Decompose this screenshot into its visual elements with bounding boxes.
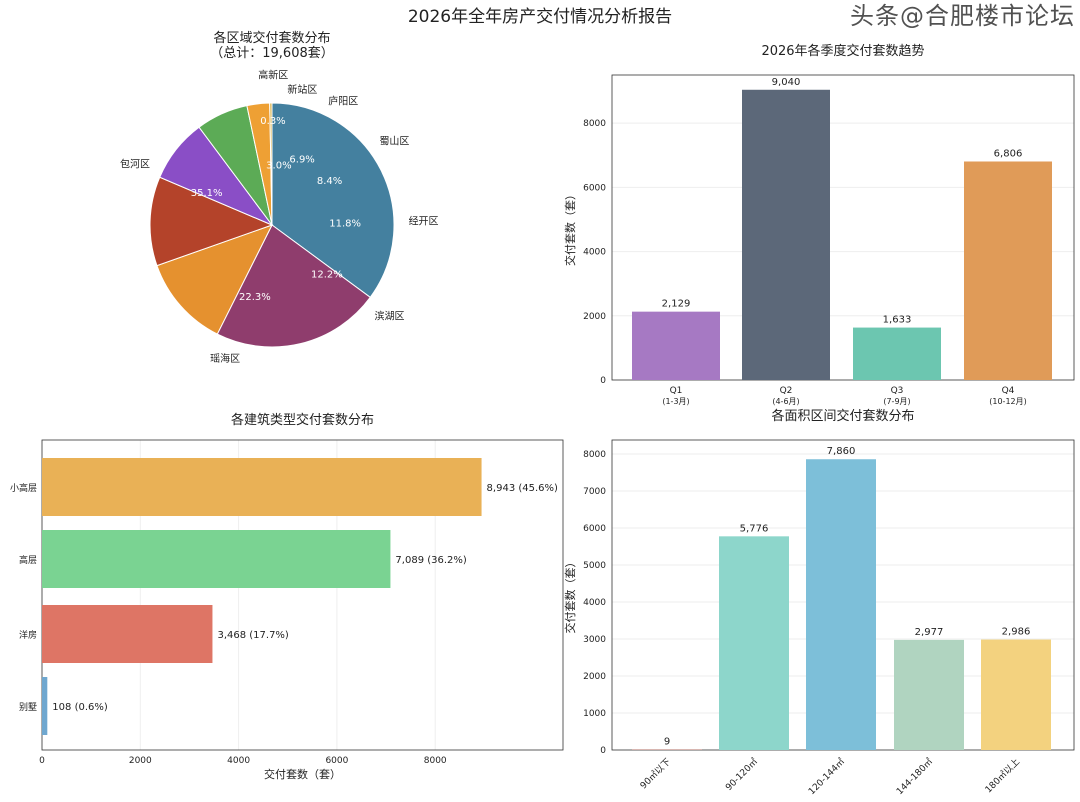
bar-value-label: 9: [664, 737, 670, 748]
pie-pct-label: 3.0%: [266, 160, 291, 171]
bar-1: [719, 536, 789, 750]
x-tick-label: 6000: [325, 756, 348, 766]
bar-value-label: 108 (0.6%): [52, 702, 108, 713]
bar-4: [981, 639, 1051, 750]
x-tick-sublabel: (7-9月): [883, 397, 910, 406]
y-axis-label: 交付套数（套）: [563, 557, 577, 634]
y-tick-label: 2000: [583, 672, 606, 682]
pie-pct-label: 22.3%: [239, 292, 271, 303]
y-tick-label: 3000: [583, 635, 606, 645]
pie-category-label: 庐阳区: [328, 94, 358, 107]
pie-pct-label: 35.1%: [191, 188, 223, 199]
plot-frame: [41, 439, 564, 751]
pie-pct-label: 6.9%: [289, 154, 314, 165]
pie-category-label: 滨湖区: [374, 309, 404, 322]
y-axis-label: 交付套数（套）: [563, 189, 577, 266]
x-tick-label: 90-120㎡: [723, 756, 760, 793]
y-tick-label: 6000: [583, 183, 606, 193]
x-tick-sublabel: (1-3月): [662, 397, 689, 406]
plot-frame: [611, 74, 1075, 381]
chart-title: 各面积区间交付套数分布: [771, 408, 914, 424]
x-axis-label: 交付套数（套）: [264, 767, 341, 781]
x-tick-sublabel: (4-6月): [772, 397, 799, 406]
bar-value-label: 9,040: [772, 77, 801, 88]
y-tick-label: 8000: [583, 450, 606, 460]
x-tick-label: Q4: [1002, 386, 1015, 396]
pie-category-label: 新站区: [287, 83, 317, 96]
pie-subtitle: （总计：19,608套）: [210, 45, 334, 61]
y-tick-label: 0: [600, 746, 606, 756]
pie-slice-3: [149, 176, 274, 267]
y-tick-label: 5000: [583, 561, 606, 571]
pie-slice-1: [216, 224, 371, 348]
pie-category-label: 高新区: [258, 68, 288, 81]
bar-value-label: 7,860: [827, 446, 856, 457]
bar-0: [42, 458, 482, 516]
bar-value-label: 2,986: [1002, 627, 1031, 638]
bar-value-label: 2,129: [662, 299, 691, 310]
x-tick-label: 144-180㎡: [894, 756, 935, 797]
x-tick-label: 90㎡以下: [638, 756, 673, 791]
report-title: 2026年全年房产交付情况分析报告: [408, 7, 672, 27]
pie-pct-label: 8.4%: [317, 176, 342, 187]
bar-1: [42, 530, 391, 588]
bar-value-label: 7,089 (36.2%): [395, 555, 466, 566]
bar-3: [894, 639, 964, 750]
chart-title: 2026年各季度交付套数趋势: [761, 43, 924, 59]
x-tick-label: Q1: [670, 386, 683, 396]
bar-value-label: 3,468 (17.7%): [217, 630, 288, 641]
bar-value-label: 5,776: [740, 523, 769, 534]
bar-1: [742, 89, 830, 380]
pie-slice-0: [271, 102, 395, 299]
y-tick-label: 洋房: [19, 629, 37, 641]
bar-value-label: 2,977: [915, 627, 944, 638]
x-tick-label: 120-144㎡: [806, 756, 847, 797]
x-tick-label: Q2: [780, 386, 793, 396]
bar-2: [806, 459, 876, 750]
pie-slice-7: [269, 102, 273, 226]
x-tick-label: 2000: [129, 756, 152, 766]
bar-3: [964, 161, 1052, 380]
x-tick-label: 8000: [424, 756, 447, 766]
bar-value-label: 1,633: [883, 315, 912, 326]
y-tick-label: 小高层: [10, 482, 37, 494]
bar-value-label: 6,806: [994, 148, 1023, 159]
pie-category-label: 包河区: [120, 157, 150, 170]
pie-category-label: 蜀山区: [379, 136, 409, 148]
y-tick-label: 4000: [583, 248, 606, 258]
pie-category-label: 经开区: [409, 215, 439, 228]
chart-title: 各建筑类型交付套数分布: [231, 412, 374, 428]
pie-title: 各区域交付套数分布: [213, 30, 330, 46]
y-tick-label: 1000: [583, 709, 606, 719]
y-tick-label: 高层: [19, 554, 37, 566]
x-tick-sublabel: (10-12月): [989, 397, 1027, 406]
x-tick-label: 0: [39, 756, 45, 766]
x-tick-label: Q3: [891, 386, 904, 396]
pie-category-label: 瑶海区: [210, 352, 240, 365]
y-tick-label: 6000: [583, 524, 606, 534]
bar-value-label: 8,943 (45.6%): [487, 483, 558, 494]
x-tick-label: 4000: [227, 756, 250, 766]
bar-3: [42, 677, 48, 735]
y-tick-label: 2000: [583, 312, 606, 322]
y-tick-label: 7000: [583, 487, 606, 497]
y-tick-label: 别墅: [19, 702, 37, 713]
watermark: 头条@合肥楼市论坛: [850, 2, 1075, 30]
bar-0: [632, 311, 720, 380]
pie-slice-2: [156, 224, 274, 335]
y-tick-label: 8000: [583, 119, 606, 129]
pie-pct-label: 11.8%: [329, 219, 361, 230]
bar-2: [42, 605, 213, 663]
y-tick-label: 0: [600, 376, 606, 386]
x-tick-label: 180㎡以上: [983, 756, 1022, 795]
pie-pct-label: 12.2%: [311, 269, 343, 280]
pie-pct-label: 0.3%: [260, 116, 285, 127]
y-tick-label: 4000: [583, 598, 606, 608]
bar-2: [853, 327, 941, 380]
